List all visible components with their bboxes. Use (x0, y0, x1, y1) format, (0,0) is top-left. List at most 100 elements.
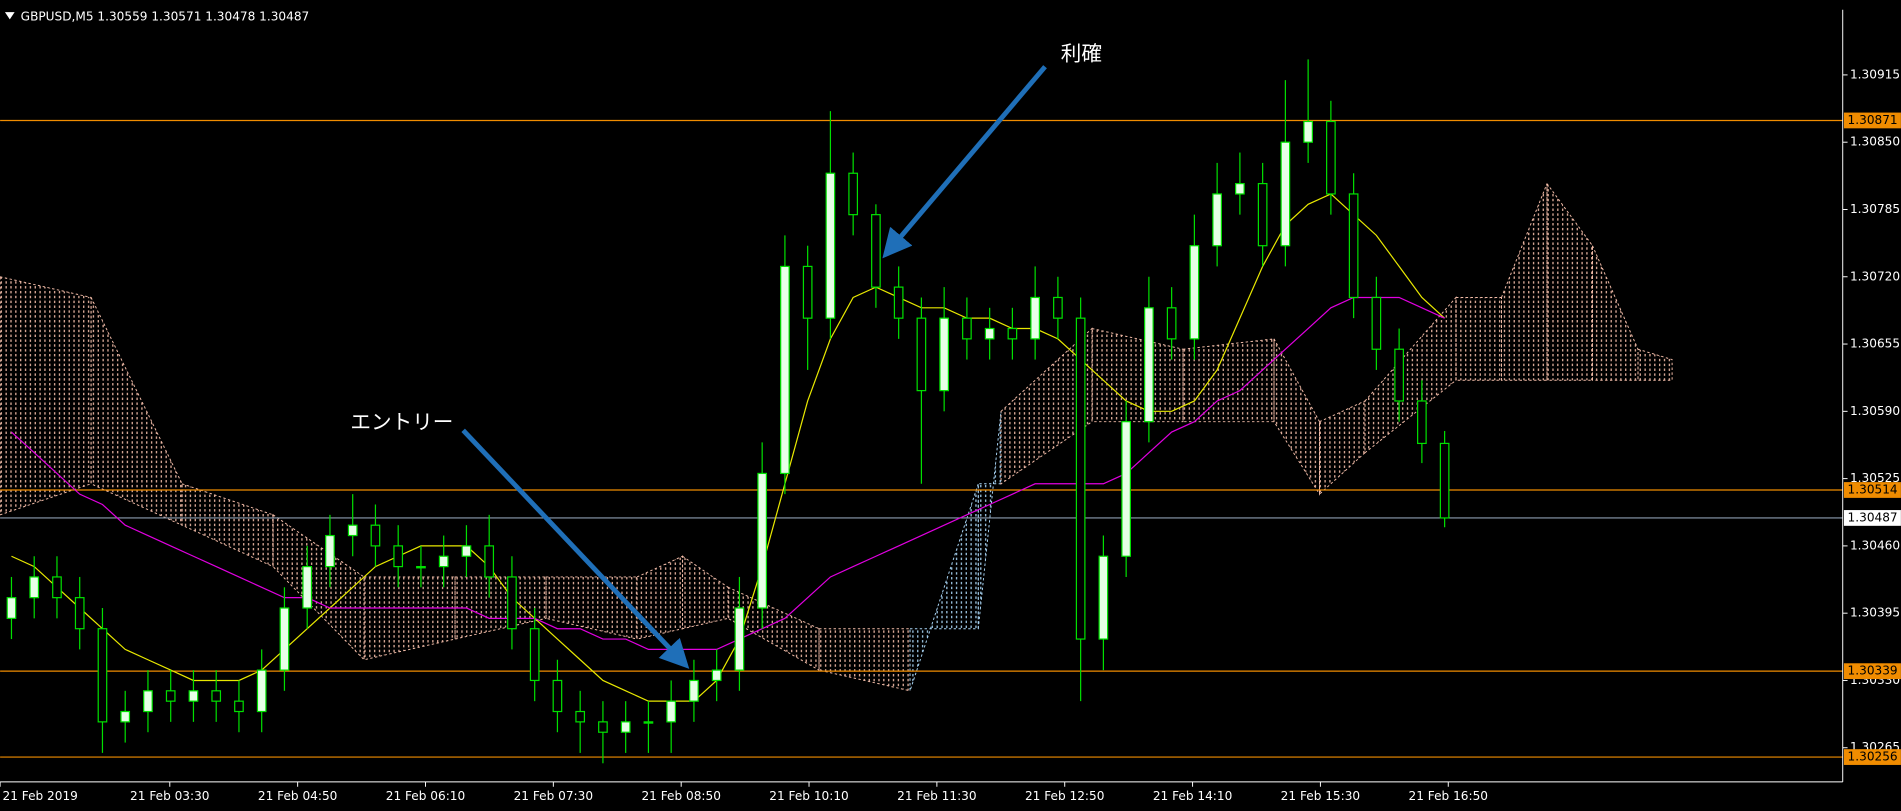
annotation: エントリー (350, 410, 453, 434)
price-label-box (1843, 112, 1901, 129)
candle-body (1098, 555, 1109, 640)
candles (6, 59, 1450, 764)
candle-body (1371, 296, 1382, 350)
candle-body (1235, 182, 1245, 195)
cloud-segment (1592, 245, 1639, 381)
price-label-box (1843, 749, 1901, 765)
candle-body (211, 690, 222, 702)
candle-body (598, 721, 608, 733)
levels (0, 119, 1843, 758)
candle-body (734, 607, 745, 671)
candle-body (939, 317, 950, 392)
candle-body (689, 679, 699, 702)
moving-averages (11, 193, 1446, 702)
cloud-segment (0, 276, 92, 516)
candle-body (1007, 327, 1018, 340)
candle-body (484, 545, 495, 578)
ichimoku-cloud (0, 182, 1673, 692)
price-label: 1.30339 (1848, 664, 1898, 678)
candle-body (825, 172, 836, 319)
candle-body (6, 597, 17, 619)
cloud-segment (1546, 182, 1593, 381)
candle-body (370, 524, 381, 547)
candle-body (1212, 193, 1222, 247)
candle-body (165, 690, 176, 702)
price-label: 1.30256 (1848, 750, 1898, 764)
cloud-segment (1182, 338, 1275, 423)
candle-body (666, 700, 677, 723)
candle-body (1189, 245, 1200, 340)
cloud-segment (1000, 327, 1093, 485)
cloud-segment (1637, 348, 1673, 381)
price-label: 1.30487 (1848, 510, 1898, 524)
candle-body (279, 607, 290, 671)
y-tick-label: 1.30525 (1850, 471, 1900, 485)
candle-body (893, 286, 904, 319)
candle-body (802, 265, 813, 319)
candle-body (1326, 120, 1336, 195)
candle-body (916, 317, 927, 392)
candle-body (848, 172, 859, 216)
candle-body (416, 565, 426, 569)
candle-body (643, 721, 654, 724)
price-label-box (1843, 663, 1901, 680)
candle-body (29, 576, 40, 599)
candle-body (529, 628, 540, 682)
candle-body (188, 690, 199, 702)
y-tick-label: 1.30460 (1850, 538, 1900, 552)
x-tick-label: 21 Feb 16:50 (1409, 789, 1488, 803)
y-tick-label: 1.30720 (1850, 269, 1900, 283)
symbol-menu-icon[interactable] (4, 12, 15, 20)
candle-body (234, 700, 244, 713)
axes: 1.30915 1.30850 1.30785 1.30720 1.30655 1.305… (0, 67, 1901, 803)
candle-body (507, 576, 517, 630)
candle-body (1030, 296, 1040, 340)
price-label-box (1843, 510, 1901, 526)
y-tick-label: 1.30850 (1850, 135, 1900, 149)
candle-body (575, 710, 586, 723)
candle-body (1280, 141, 1291, 247)
candle-body (302, 565, 313, 609)
candle-body (1303, 120, 1313, 143)
x-tick-label: 21 Feb 03:30 (130, 789, 209, 803)
candle-body (74, 597, 85, 630)
price-label-box (1843, 482, 1901, 498)
x-tick-label: 21 Feb 10:10 (769, 789, 848, 803)
x-tick-label: 21 Feb 12:50 (1025, 789, 1104, 803)
candle-body (711, 669, 722, 682)
price-label: 1.30871 (1848, 113, 1898, 127)
candle-body (1439, 442, 1450, 519)
x-tick-label: 21 Feb 14:10 (1153, 789, 1232, 803)
cloud-segment (818, 628, 911, 692)
candle-body (1257, 182, 1268, 247)
candle-body (52, 576, 62, 599)
price-label: 1.30514 (1848, 482, 1898, 496)
x-tick-label: 21 Feb 06:10 (386, 789, 465, 803)
y-tick-label: 1.30395 (1850, 606, 1900, 620)
candle-body (438, 555, 449, 568)
x-tick-label: 21 Feb 04:50 (258, 789, 337, 803)
candle-body (1053, 296, 1063, 319)
candle-body (120, 710, 131, 723)
y-tick-label: 1.30590 (1850, 404, 1900, 418)
candle-body (552, 679, 563, 713)
candle-body (347, 524, 358, 537)
entry-arrow (461, 428, 690, 669)
cloud-segment (682, 555, 729, 630)
candle-body (871, 214, 881, 288)
candle-body (620, 721, 631, 733)
cloud-segment (1319, 400, 1366, 496)
x-tick-label: 21 Feb 11:30 (897, 789, 976, 803)
moving-average (11, 193, 1446, 702)
x-tick-label: 21 Feb 08:50 (641, 789, 720, 803)
candle-body (256, 669, 267, 713)
y-tick-label: 1.30655 (1850, 337, 1900, 351)
y-tick-label: 1.30785 (1850, 202, 1900, 216)
candle-body (757, 472, 768, 609)
candle-body (97, 628, 108, 723)
candle-body (1417, 400, 1427, 445)
candle-body (780, 265, 790, 475)
